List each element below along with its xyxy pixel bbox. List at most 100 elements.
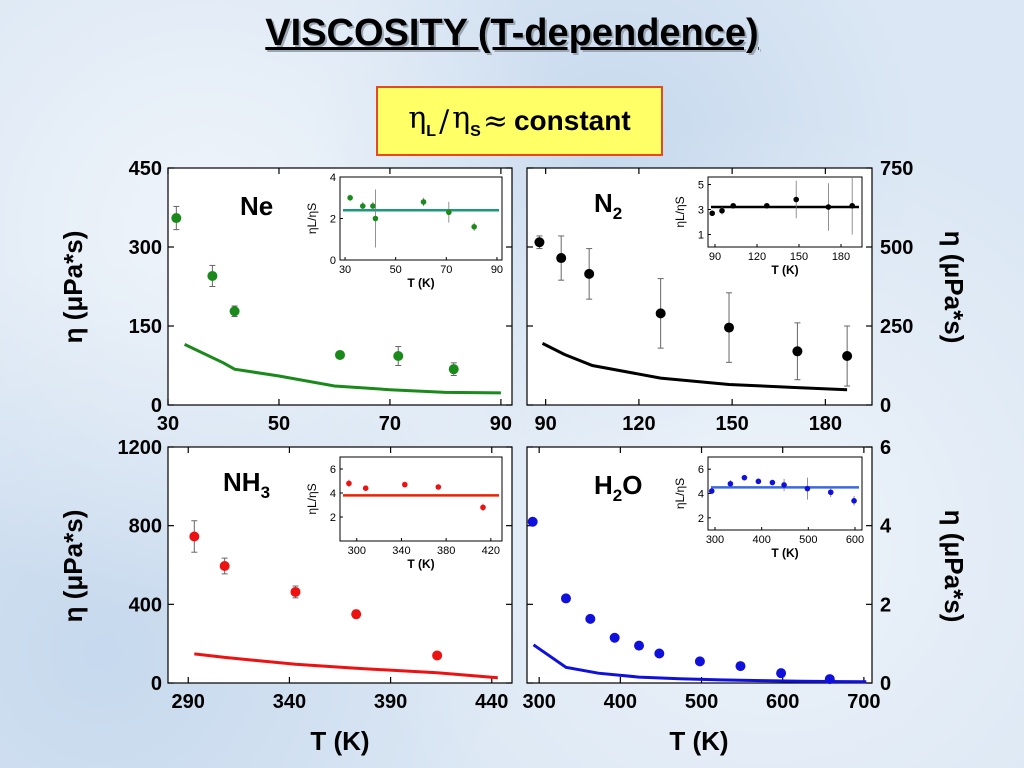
data-point bbox=[393, 351, 404, 362]
inset-data-point bbox=[825, 204, 832, 210]
data-point bbox=[694, 656, 705, 667]
panel-top-right: 90 120 150 180 0 250 500 750 N2 90 120 150 180 1 3 5 T (… bbox=[526, 158, 913, 435]
inset-bottom-right: 300 400 500 600 2 4 6 T (K) ηL/ηS bbox=[673, 456, 864, 560]
inset-x-tick-label: 300 bbox=[348, 545, 366, 557]
data-point bbox=[776, 668, 787, 679]
model-curve bbox=[194, 652, 498, 680]
formula-box: ηL / ηS ≈ constant bbox=[376, 86, 663, 156]
species-label: N2 bbox=[594, 188, 622, 223]
slide-title: VISCOSITY (T-dependence) bbox=[265, 12, 759, 54]
inset-y-tick-label: 2 bbox=[330, 512, 336, 524]
inset-area bbox=[707, 456, 863, 531]
y-tick-label: 0 bbox=[151, 395, 162, 417]
inset-data-point bbox=[402, 481, 408, 488]
formula-approx: ≈ bbox=[482, 103, 508, 139]
inset-y-label: ηL/ηS bbox=[305, 203, 319, 234]
data-point bbox=[290, 586, 301, 597]
x-tick-label: 700 bbox=[847, 691, 880, 713]
data-point bbox=[207, 270, 218, 281]
inset-data-point bbox=[359, 203, 366, 209]
inset-y-tick-label: 2 bbox=[330, 214, 336, 226]
inset-data-point bbox=[851, 498, 857, 504]
y-axis-title-bottom-right: η (μPa*s) bbox=[939, 510, 969, 623]
x-tick-label: 400 bbox=[604, 691, 637, 713]
inset-x-tick-label: 150 bbox=[790, 251, 808, 263]
inset-x-tick-label: 400 bbox=[752, 534, 770, 546]
inset-x-tick-label: 180 bbox=[832, 251, 850, 263]
inset-area bbox=[707, 176, 863, 248]
inset-y-tick-label: 3 bbox=[698, 205, 704, 217]
inset-data-point bbox=[347, 194, 353, 201]
inset-data-point bbox=[727, 480, 734, 487]
inset-data-point bbox=[769, 479, 776, 486]
data-point bbox=[824, 674, 835, 685]
y-axis-title-top-left: η (μPa*s) bbox=[58, 231, 88, 344]
inset-data-point bbox=[362, 485, 369, 492]
inset-y-tick-label: 5 bbox=[698, 180, 704, 192]
x-tick-label: 440 bbox=[475, 691, 508, 713]
data-point bbox=[560, 593, 571, 604]
x-tick-label: 290 bbox=[172, 691, 205, 713]
inset-top-right: 90 120 150 180 1 3 5 T (K) ηL/ηS bbox=[673, 176, 863, 277]
inset-y-tick-label: 6 bbox=[330, 464, 336, 476]
inset-x-tick-label: 380 bbox=[437, 545, 455, 557]
y-tick-label: 0 bbox=[880, 673, 891, 695]
y-tick-label: 1200 bbox=[118, 437, 163, 459]
formula-text: constant bbox=[513, 105, 631, 136]
inset-data-point bbox=[730, 202, 736, 209]
x-tick-label: 340 bbox=[273, 691, 306, 713]
inset-data-point bbox=[708, 488, 715, 494]
data-point bbox=[654, 648, 665, 659]
inset-data-point bbox=[755, 478, 762, 485]
data-point bbox=[585, 613, 596, 624]
data-point bbox=[735, 661, 746, 672]
y-tick-label: 0 bbox=[151, 673, 162, 695]
y-axis-title-bottom-left: η (μPa*s) bbox=[58, 510, 88, 623]
x-tick-label: 90 bbox=[490, 413, 512, 435]
inset-x-tick-label: 300 bbox=[706, 534, 724, 546]
inset-x-tick-label: 50 bbox=[390, 264, 402, 276]
inset-x-tick-label: 500 bbox=[799, 534, 817, 546]
species-label: NH3 bbox=[223, 467, 270, 502]
inset-data-point bbox=[480, 504, 486, 511]
x-tick-label: 180 bbox=[809, 413, 842, 435]
inset-x-label: T (K) bbox=[407, 557, 434, 571]
x-tick-label: 30 bbox=[157, 413, 179, 435]
x-tick-label: 500 bbox=[685, 691, 718, 713]
inset-x-tick-label: 70 bbox=[440, 264, 452, 276]
x-tick-label: 390 bbox=[374, 691, 407, 713]
y-tick-label: 6 bbox=[880, 437, 891, 459]
y-tick-label: 450 bbox=[129, 158, 162, 180]
inset-x-label: T (K) bbox=[771, 263, 798, 277]
x-tick-label: 90 bbox=[535, 413, 557, 435]
inset-data-point bbox=[446, 209, 452, 216]
formula-slash: / bbox=[439, 103, 450, 139]
formula-eta-s: ηS bbox=[452, 101, 481, 140]
inset-area bbox=[339, 456, 503, 542]
inset-data-point bbox=[435, 484, 442, 490]
inset-y-label: ηL/ηS bbox=[673, 196, 687, 227]
inset-y-label: ηL/ηS bbox=[305, 483, 319, 514]
inset-y-tick-label: 4 bbox=[330, 172, 336, 184]
inset-data-point bbox=[346, 480, 352, 487]
data-point bbox=[634, 640, 645, 651]
y-tick-label: 4 bbox=[880, 516, 892, 538]
inset-data-point bbox=[420, 199, 427, 205]
inset-data-point bbox=[372, 215, 379, 222]
inset-data-point bbox=[793, 196, 799, 203]
x-tick-label: 300 bbox=[522, 691, 555, 713]
inset-data-point bbox=[370, 203, 376, 209]
data-point bbox=[534, 237, 545, 248]
data-point bbox=[842, 351, 853, 362]
inset-y-tick-label: 1 bbox=[698, 230, 704, 242]
inset-data-point bbox=[719, 207, 725, 214]
data-point bbox=[229, 306, 240, 317]
inset-data-point bbox=[781, 482, 787, 488]
data-point bbox=[171, 213, 182, 224]
inset-y-tick-label: 4 bbox=[330, 488, 336, 500]
data-point bbox=[609, 632, 620, 643]
data-point bbox=[584, 268, 595, 279]
model-curve bbox=[183, 343, 501, 395]
